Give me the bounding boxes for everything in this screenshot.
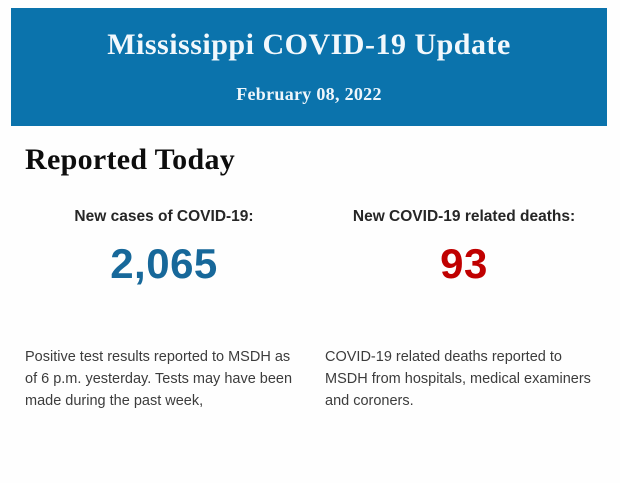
- new-cases-description: Positive test results reported to MSDH a…: [25, 349, 293, 409]
- header-banner: Mississippi COVID-19 Update February 08,…: [11, 8, 607, 126]
- stat-new-cases: New cases of COVID-19: 2,065 Positive te…: [25, 208, 303, 412]
- new-deaths-value: 93: [440, 240, 488, 287]
- stats-grid: New cases of COVID-19: 2,065 Positive te…: [25, 208, 603, 412]
- section-heading-reported-today: Reported Today: [25, 143, 236, 176]
- report-date: February 08, 2022: [236, 84, 382, 104]
- new-cases-label: New cases of COVID-19:: [74, 208, 254, 225]
- new-cases-value: 2,065: [110, 240, 218, 287]
- new-deaths-label: New COVID-19 related deaths:: [352, 208, 576, 225]
- page-title: Mississippi COVID-19 Update: [107, 28, 511, 61]
- stat-new-deaths: New COVID-19 related deaths: 93 COVID-19…: [325, 208, 603, 412]
- new-deaths-description: COVID-19 related deaths reported to MSDH…: [325, 349, 591, 409]
